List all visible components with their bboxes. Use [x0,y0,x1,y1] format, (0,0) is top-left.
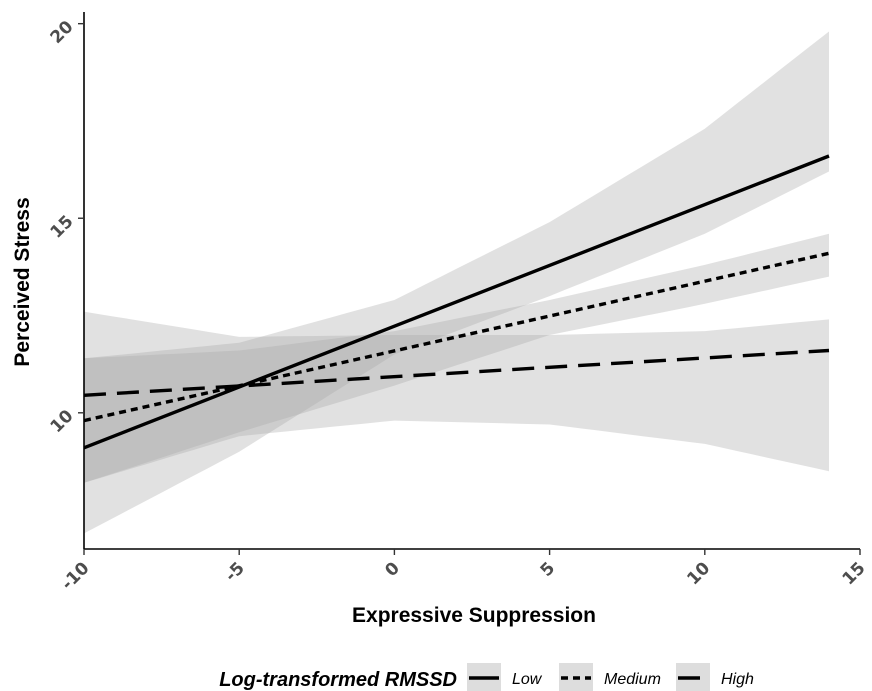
legend-title: Log-transformed RMSSD [219,669,457,691]
y-tick-label: 20 [47,17,78,48]
series-line-medium [83,251,830,423]
legend-label-high: High [721,671,754,688]
x-tick-label: 10 [683,558,714,589]
ci-band-high [84,311,829,483]
series-line-low [83,154,830,450]
legend-label-medium: Medium [604,671,661,688]
x-tick-label: 15 [839,558,870,589]
legend: Log-transformed RMSSD Low Medium High [219,663,754,691]
ci-ribbons [84,31,829,534]
x-axis-title: Expressive Suppression [352,604,596,627]
series-line-high [83,348,830,397]
x-tick-label: -10 [58,558,94,594]
x-ticks: -10 -5 0 5 10 15 [58,549,870,594]
x-tick-label: -5 [221,558,248,585]
y-tick-label: 15 [47,212,78,243]
axes [83,12,860,550]
legend-keys: Low Medium High [467,663,754,691]
y-tick-label: 10 [47,406,78,437]
y-ticks: 10 15 20 [47,17,84,437]
x-tick-label: 5 [537,558,560,581]
legend-label-low: Low [512,671,543,688]
y-axis-title: Perceived Stress [11,197,34,366]
x-tick-label: 0 [381,558,404,581]
ci-band-medium [84,233,829,483]
ci-band-low [84,31,829,534]
series-lines [83,154,830,450]
